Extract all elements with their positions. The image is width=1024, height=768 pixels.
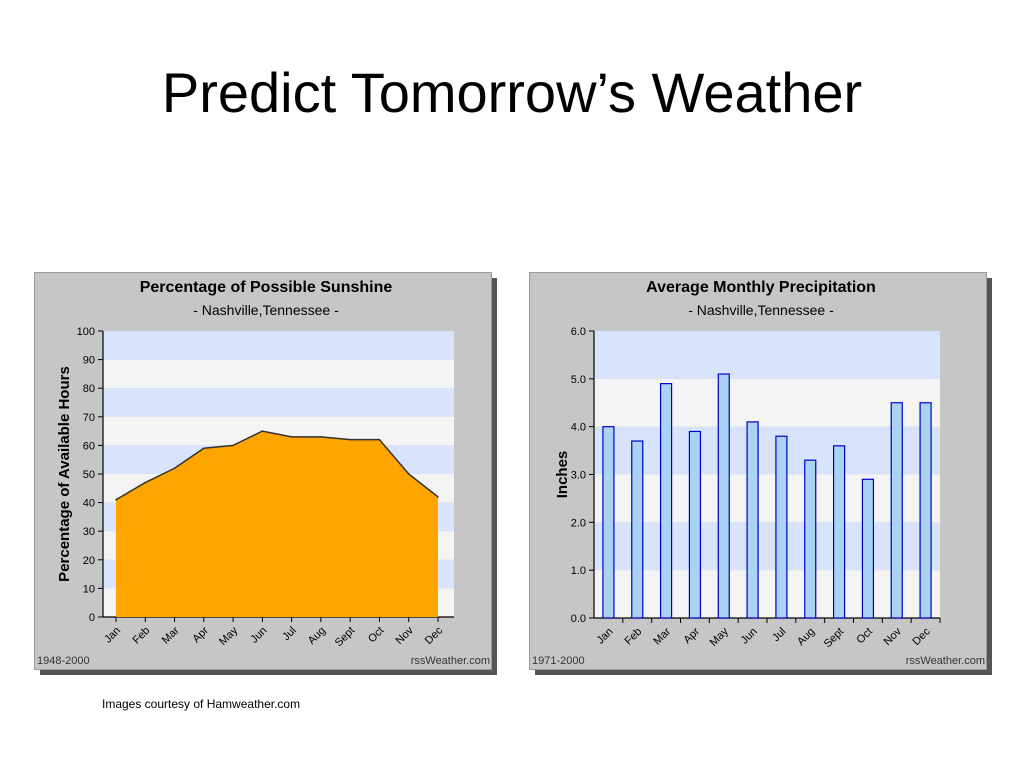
data-point [144,481,147,484]
grid-band [594,331,940,379]
y-tick-label: 6.0 [571,326,586,338]
y-tick-label: 10 [83,583,95,595]
data-point [407,473,410,475]
y-tick-label: 1.0 [571,565,586,577]
data-point [261,430,264,432]
precipitation-chart: Average Monthly Precipitation - Nashville… [529,272,994,677]
footer-source: rssWeather.com [906,655,985,667]
y-tick-label: 0 [89,612,95,624]
y-tick-label: 0.0 [571,613,586,625]
data-point [173,467,176,470]
sunshine-chart-svg: Percentage of Possible Sunshine - Nashvil… [34,272,497,675]
precip-bar [890,402,903,619]
chart-subtitle: - Nashville,Tennessee - [193,302,339,318]
y-axis-label: Inches [554,451,571,499]
y-tick-label: 20 [83,555,95,567]
footer-years: 1948-2000 [37,655,90,667]
data-point [320,436,322,438]
data-point [290,436,293,438]
y-tick-label: 70 [83,412,95,424]
precip-bar [717,373,730,619]
precip-bar [832,445,846,619]
footer-source: rssWeather.com [411,655,490,667]
precipitation-chart-svg: Average Monthly Precipitation - Nashville… [529,272,992,675]
grid-band [594,378,940,427]
grid-band [594,570,940,618]
precip-bar [602,426,615,619]
precip-bar [861,478,875,619]
chart-title: Percentage of Possible Sunshine [140,279,393,296]
sunshine-area [116,431,438,617]
footer-years: 1971-2000 [532,655,585,667]
y-tick-label: 30 [83,526,95,538]
sunshine-line [115,430,439,501]
slide-title: Predict Tomorrow’s Weather [161,61,863,124]
precip-bar [804,459,817,619]
grid-band [103,331,454,360]
y-tick-label: 50 [83,469,95,481]
data-point [437,496,439,498]
grid-band [594,474,940,523]
data-point [203,447,205,450]
y-tick-label: 4.0 [571,422,586,434]
grid-band [103,359,454,389]
grid-band [594,522,940,571]
image-credit: Images courtesy of Hamweather.com [102,697,301,711]
precip-bar [688,430,702,619]
y-tick-label: 100 [77,326,95,338]
y-axis-label: Percentage of Available Hours [56,366,73,582]
precip-bar [659,383,673,619]
grid-band [594,426,940,475]
y-tick-label: 80 [83,383,95,395]
y-tick-label: 2.0 [571,517,586,529]
precip-bar [746,421,759,619]
y-tick-label: 90 [83,355,95,367]
chart-title: Average Monthly Precipitation [646,279,876,296]
y-tick-label: 5.0 [571,374,586,386]
sunshine-chart: Percentage of Possible Sunshine - Nashvil… [34,272,499,677]
data-point [115,498,117,501]
data-point [232,444,234,447]
grid-band [103,388,454,417]
chart-subtitle: - Nashville,Tennessee - [688,302,834,318]
precip-bar [775,435,788,619]
precip-bar [919,402,932,619]
data-point [378,438,381,441]
y-tick-label: 40 [83,498,95,510]
data-point [349,438,351,441]
precip-bar [631,440,644,619]
y-tick-label: 60 [83,440,95,452]
y-tick-label: 3.0 [571,470,586,482]
